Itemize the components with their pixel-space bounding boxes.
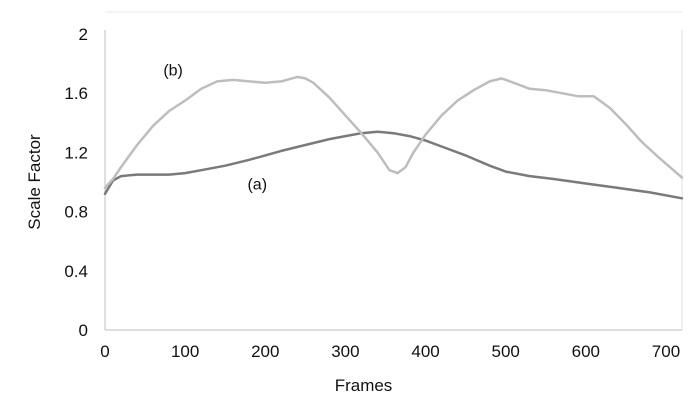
- x-tick-label: 200: [251, 342, 279, 361]
- x-tick-label: 400: [411, 342, 439, 361]
- x-tick-label: 700: [652, 342, 680, 361]
- series-annotations: (b) (a): [163, 62, 267, 193]
- y-axis-ticks: 0 0.4 0.8 1.2 1.6 2: [64, 25, 88, 340]
- series-annotation-label: (b): [163, 62, 183, 79]
- x-tick-label: 600: [572, 342, 600, 361]
- y-tick-label: 0: [79, 321, 88, 340]
- y-tick-label: 1.6: [64, 84, 88, 103]
- y-tick-label: 0.4: [64, 262, 88, 281]
- y-tick-label: 2: [79, 25, 88, 44]
- x-tick-label: 500: [492, 342, 520, 361]
- series-line-b: [103, 75, 684, 190]
- y-tick-label: 0.8: [64, 203, 88, 222]
- x-tick-label: 300: [331, 342, 359, 361]
- plot-frame: [104, 11, 683, 331]
- x-axis-ticks: 0 100 200 300 400 500 600 700: [100, 342, 680, 361]
- x-tick-label: 100: [171, 342, 199, 361]
- series-line-a: [103, 130, 684, 200]
- series-lines: [103, 75, 684, 200]
- y-tick-label: 1.2: [64, 143, 88, 162]
- series-annotation-label: (a): [247, 176, 267, 193]
- x-axis-title: Frames: [335, 376, 393, 395]
- y-axis-title: Scale Factor: [25, 134, 44, 230]
- x-tick-label: 0: [100, 342, 109, 361]
